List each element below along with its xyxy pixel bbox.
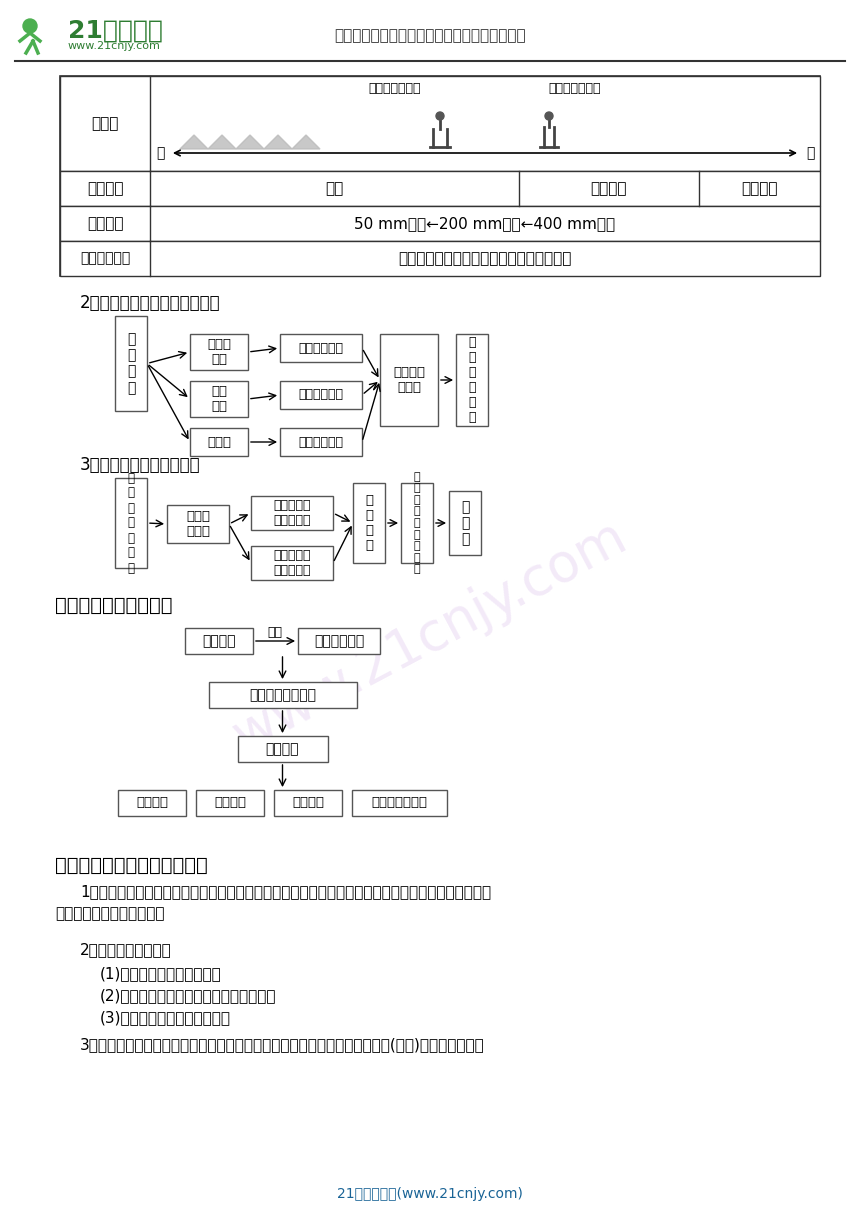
Bar (401, 483, 433, 563)
Text: 植被
稀少: 植被 稀少 (211, 385, 227, 413)
Bar (185, 627, 253, 654)
Bar (60, 171, 820, 206)
Bar (118, 790, 186, 816)
Bar (280, 334, 362, 362)
Text: 地表水
贫乏: 地表水 贫乏 (207, 338, 231, 366)
Bar (237, 736, 328, 762)
Text: 东: 东 (806, 146, 814, 161)
Circle shape (23, 19, 37, 33)
Text: www.21cnjy.com: www.21cnjy.com (224, 511, 636, 762)
Bar (456, 334, 488, 426)
Text: 温带草原: 温带草原 (741, 181, 778, 196)
Text: (2)扭转正在发展中的荒漠化土地的退化。: (2)扭转正在发展中的荒漠化土地的退化。 (100, 987, 277, 1003)
Text: 3．导致荒漠化的自然因素: 3．导致荒漠化的自然因素 (80, 456, 200, 474)
Bar (196, 790, 264, 816)
Bar (280, 428, 362, 456)
Text: (1)预防潜在荒漠化的威胁。: (1)预防潜在荒漠化的威胁。 (100, 966, 222, 981)
Text: 温
带
大
陆
性
气
候: 温 带 大 陆 性 气 候 (127, 472, 134, 574)
Text: 多雨年有利
于抑制风沙: 多雨年有利 于抑制风沙 (273, 499, 310, 527)
Text: 2．西北地区生态环境的脆弱性: 2．西北地区生态环境的脆弱性 (80, 294, 221, 313)
Text: 降水的
变率大: 降水的 变率大 (186, 510, 210, 537)
Text: 多大风: 多大风 (207, 435, 231, 449)
Text: 植被景观: 植被景观 (87, 181, 123, 196)
Text: 西: 西 (156, 146, 164, 161)
Text: 四、荒漠化防治的对策和措施: 四、荒漠化防治的对策和措施 (55, 856, 208, 876)
Text: 荒漠: 荒漠 (325, 181, 343, 196)
Text: 持续干旱年
加剧荒漠化: 持续干旱年 加剧荒漠化 (273, 548, 310, 578)
Text: 气
候
干
旱: 气 候 干 旱 (126, 332, 135, 395)
Bar (208, 682, 357, 708)
Text: 大片戈壁
和沙漠: 大片戈壁 和沙漠 (393, 366, 425, 394)
Bar (352, 790, 447, 816)
Bar (60, 241, 820, 276)
Text: 荒漠草原: 荒漠草原 (591, 181, 627, 196)
Text: 1．荒漠化的危害：使土地自然生产力日渐丧失，影响西北地区经济和社会的持续发展，威胁当地甚至: 1．荒漠化的危害：使土地自然生产力日渐丧失，影响西北地区经济和社会的持续发展，威… (80, 884, 491, 899)
Text: 21世纪教育网(www.21cnjy.com): 21世纪教育网(www.21cnjy.com) (337, 1187, 523, 1201)
Bar (353, 483, 385, 563)
Text: 表现形式: 表现形式 (266, 742, 299, 756)
Text: 风沙活动频繁: 风沙活动频繁 (298, 435, 343, 449)
Text: 过度放牧: 过度放牧 (214, 796, 246, 810)
Bar (60, 75, 820, 171)
Bar (380, 334, 438, 426)
Text: 示意图: 示意图 (91, 116, 119, 131)
Bar (60, 75, 820, 276)
Text: 流水作用微弱: 流水作用微弱 (298, 342, 343, 355)
Text: 年降水量: 年降水量 (87, 216, 123, 231)
Text: 50 mm以下←200 mm以下←400 mm以下: 50 mm以下←200 mm以下←400 mm以下 (354, 216, 616, 231)
Text: 3．防治原则：坚持维护生态平衡与提高经济效益相结合，治山、治水、治碱(盐碱)、治沙相结合。: 3．防治原则：坚持维护生态平衡与提高经济效益相结合，治山、治水、治碱(盐碱)、治… (80, 1037, 485, 1052)
Text: 多沙质沉积物: 多沙质沉积物 (298, 388, 343, 401)
Text: 荒漠化的人为原因: 荒漠化的人为原因 (249, 688, 316, 702)
Text: 中国最大型、最专业的中小学教育资源门户网站: 中国最大型、最专业的中小学教育资源门户网站 (335, 28, 525, 44)
Polygon shape (264, 135, 292, 150)
Polygon shape (180, 135, 208, 150)
Bar (449, 491, 481, 554)
Circle shape (436, 112, 444, 120)
Bar (274, 790, 342, 816)
Text: 人口激增: 人口激增 (202, 634, 236, 648)
Text: 过度开垦: 过度开垦 (292, 796, 324, 810)
Bar (115, 316, 147, 411)
Bar (251, 546, 333, 580)
Text: 过度樵采: 过度樵采 (136, 796, 168, 810)
Polygon shape (208, 135, 236, 150)
Text: 水资源利用不当: 水资源利用不当 (372, 796, 427, 810)
Circle shape (545, 112, 553, 120)
Text: 放牧马、牛、羊: 放牧马、牛、羊 (549, 81, 601, 95)
Text: www.21cnjy.com: www.21cnjy.com (68, 41, 161, 51)
Bar (190, 381, 248, 417)
Text: 气
候
异
常: 气 候 异 常 (365, 494, 373, 552)
Text: 其他地区人们的生存环境。: 其他地区人们的生存环境。 (55, 906, 164, 921)
Text: 原因: 原因 (267, 626, 282, 640)
Bar (167, 505, 229, 544)
Polygon shape (292, 135, 320, 150)
Text: 2．荒漠化防治的内容: 2．荒漠化防治的内容 (80, 942, 172, 957)
Text: 21世纪教育: 21世纪教育 (68, 19, 163, 43)
Polygon shape (236, 135, 264, 150)
Bar (115, 478, 147, 568)
Text: 脆
弱
的
生
态
环
境
失
衡: 脆 弱 的 生 态 环 境 失 衡 (414, 472, 421, 574)
Text: 人类活动不当: 人类活动不当 (314, 634, 364, 648)
Bar (60, 206, 820, 241)
Text: 生
态
环
境
脆
弱: 生 态 环 境 脆 弱 (468, 336, 476, 424)
Bar (251, 496, 333, 530)
Text: 自东向西土地的自然产出和载畜量逐渐减少: 自东向西土地的自然产出和载畜量逐渐减少 (398, 250, 572, 266)
Text: 土地生产能力: 土地生产能力 (80, 252, 130, 265)
Bar (190, 428, 248, 456)
Bar (298, 627, 380, 654)
Text: 三、荒漠化的人为因素: 三、荒漠化的人为因素 (55, 596, 173, 615)
Bar (280, 381, 362, 409)
Bar (190, 334, 248, 370)
Text: (3)恢复荒漠化土地的生产力。: (3)恢复荒漠化土地的生产力。 (100, 1010, 231, 1025)
Text: 放牧骆驼、山羊: 放牧骆驼、山羊 (369, 81, 421, 95)
Text: 荒
漠
化: 荒 漠 化 (461, 500, 470, 546)
